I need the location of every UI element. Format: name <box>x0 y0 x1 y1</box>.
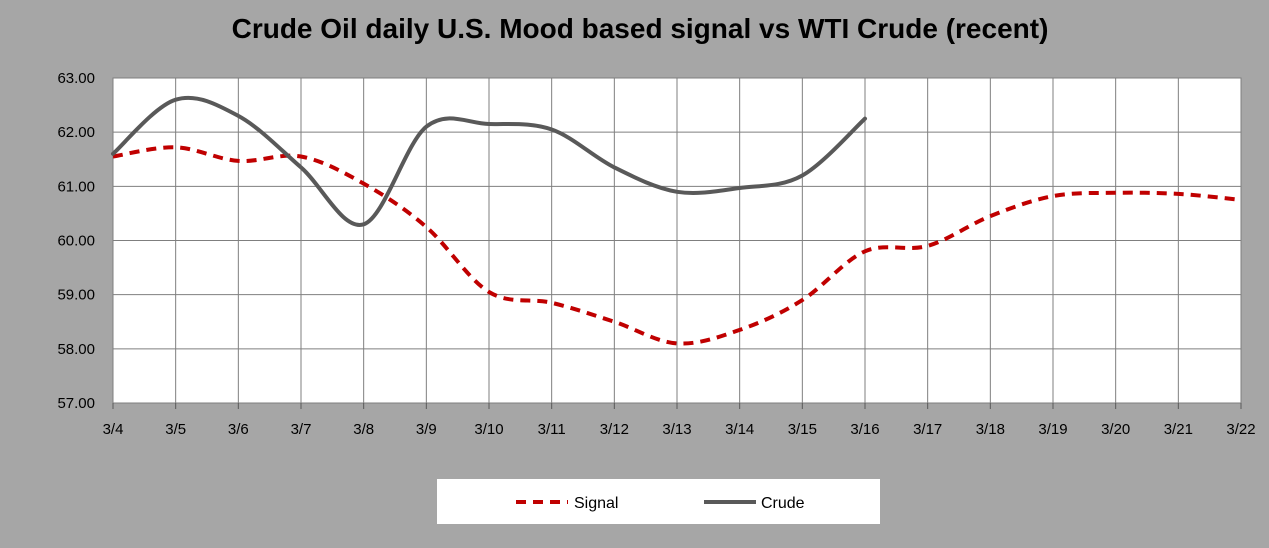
legend-label-crude: Crude <box>761 495 805 512</box>
series-line-crude <box>111 95 867 227</box>
x-tick-label: 3/12 <box>600 421 629 438</box>
x-tick-label: 3/19 <box>1038 421 1067 438</box>
x-tick-label: 3/18 <box>976 421 1005 438</box>
x-tick-label: 3/17 <box>913 421 942 438</box>
x-tick-label: 3/20 <box>1101 421 1130 438</box>
legend-label-signal: Signal <box>574 495 618 512</box>
axis-layer: 57.00 58.00 59.00 60.00 61.00 62.00 63.00 3/4 3/… <box>57 70 1255 438</box>
y-tick-label: 58.00 <box>57 341 95 358</box>
x-tick-label: 3/6 <box>228 421 249 438</box>
x-tick-label: 3/7 <box>291 421 312 438</box>
x-tick-label: 3/21 <box>1164 421 1193 438</box>
y-tick-label: 63.00 <box>57 70 95 87</box>
series-line-signal <box>112 145 1242 346</box>
y-tick-label: 57.00 <box>57 395 95 412</box>
x-tick-label: 3/13 <box>662 421 691 438</box>
x-tick-label: 3/16 <box>850 421 879 438</box>
legend: Signal Crude <box>516 495 805 512</box>
y-tick-label: 61.00 <box>57 178 95 195</box>
x-tick-label: 3/5 <box>165 421 186 438</box>
x-tick-label: 3/8 <box>353 421 374 438</box>
y-tick-label: 60.00 <box>57 233 95 250</box>
legend-box <box>437 479 880 524</box>
x-tick-label: 3/22 <box>1226 421 1255 438</box>
x-tick-label: 3/9 <box>416 421 437 438</box>
y-tick-label: 62.00 <box>57 124 95 141</box>
x-tick-label: 3/15 <box>788 421 817 438</box>
x-tick-label: 3/14 <box>725 421 754 438</box>
x-tick-label: 3/4 <box>103 421 124 438</box>
y-tick-label: 59.00 <box>57 287 95 304</box>
chart-title: Crude Oil daily U.S. Mood based signal v… <box>232 13 1049 44</box>
x-tick-label: 3/11 <box>538 421 566 438</box>
series-layer <box>111 95 1242 346</box>
x-tick-label: 3/10 <box>474 421 503 438</box>
